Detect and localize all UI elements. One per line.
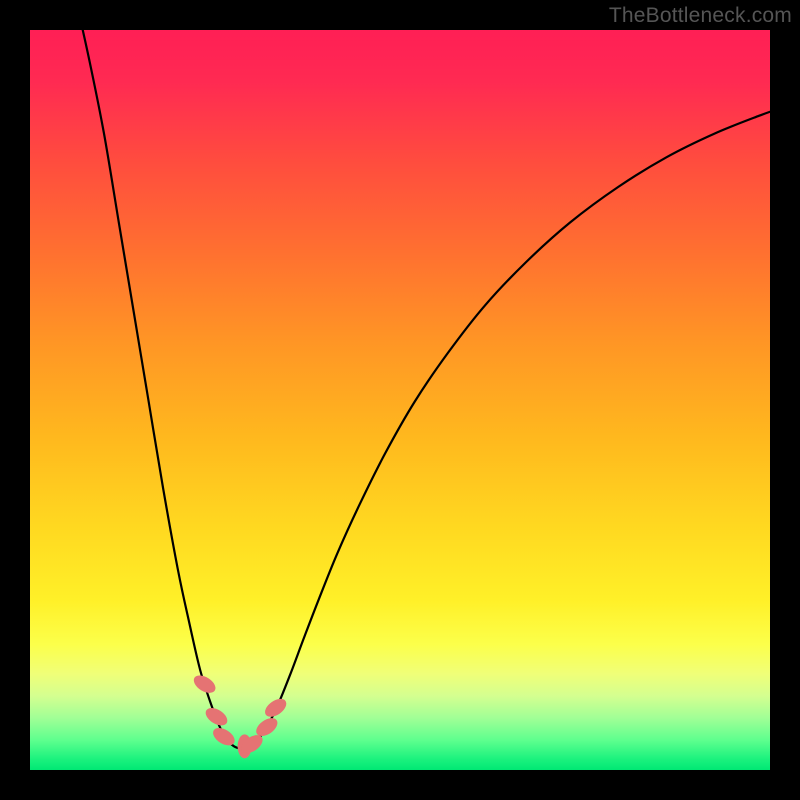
- data-markers: [191, 672, 290, 758]
- data-marker: [203, 704, 231, 729]
- bottleneck-curve: [74, 30, 770, 748]
- data-marker: [191, 672, 219, 697]
- watermark-text: TheBottleneck.com: [609, 4, 792, 28]
- chart-curve-layer: [30, 30, 770, 770]
- chart-plot-area: [30, 30, 770, 770]
- data-marker: [262, 695, 290, 720]
